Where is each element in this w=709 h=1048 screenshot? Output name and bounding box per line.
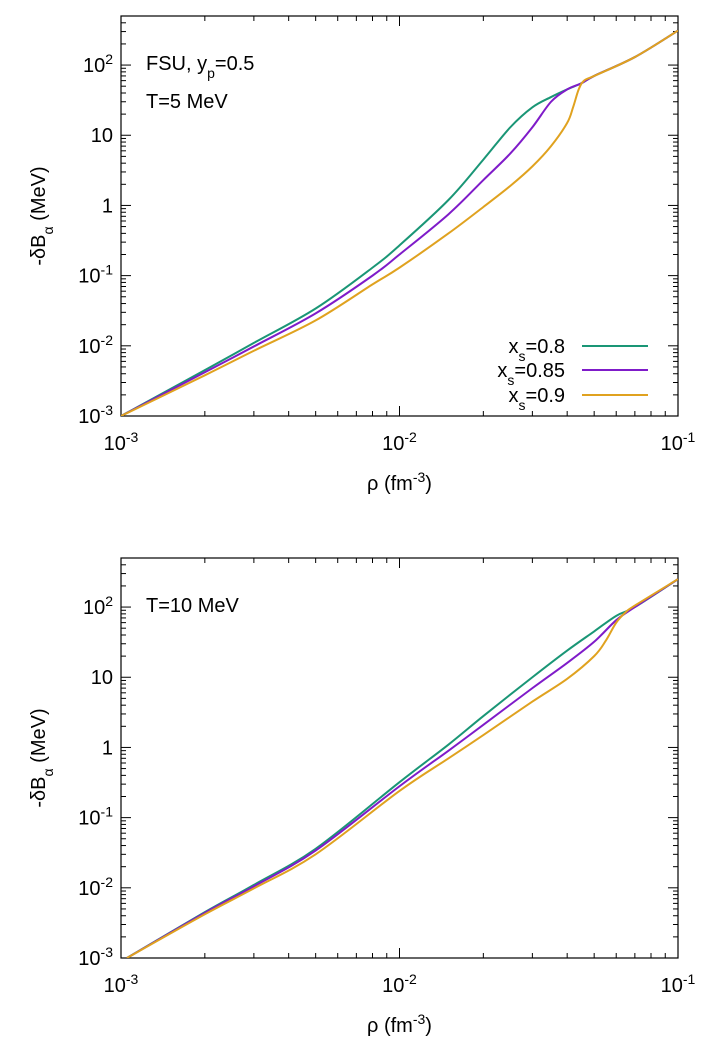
series-line-x_s=0.9 (121, 29, 678, 416)
panel-annotation: T=10 MeV (146, 595, 239, 617)
y-tick-label: 10-2 (78, 332, 113, 358)
x-tick-label: 10-2 (382, 971, 417, 997)
panel-annotation: T=5 MeV (146, 91, 228, 113)
x-tick-label: 10-3 (104, 429, 139, 455)
y-tick-label: 102 (83, 593, 113, 619)
y-tick-label: 102 (83, 51, 113, 77)
y-axis-label: -δBα (MeV) (28, 708, 56, 807)
series-group (121, 29, 678, 416)
y-tick-label: 1 (102, 737, 113, 759)
legend-label: xs=0.9 (509, 385, 565, 413)
series-group (126, 578, 678, 958)
y-axis-label: -δBα (MeV) (28, 166, 56, 265)
series-line-x_s=0.85 (121, 29, 678, 416)
y-tick-label: 10 (91, 667, 113, 689)
x-tick-label: 10-3 (104, 971, 139, 997)
plot-frame (120, 557, 679, 959)
x-tick-label: 10-2 (382, 429, 417, 455)
y-tick-label: 10-1 (78, 804, 113, 830)
x-axis-label: ρ (fm-3) (367, 1011, 432, 1037)
panel-annotation: FSU, yp=0.5 (146, 53, 254, 81)
series-line-x_s=0.8 (126, 578, 678, 958)
y-tick-label: 10-1 (78, 262, 113, 288)
y-tick-label: 10-2 (78, 874, 113, 900)
series-line-x_s=0.8 (121, 29, 678, 416)
x-axis-label: ρ (fm-3) (367, 469, 432, 495)
x-tick-label: 10-1 (661, 971, 696, 997)
chart-panel-2: 10-3 10-2 10-1 10-3 10-2 10-1 1 10 102 ρ (fm-3) -δ… (28, 557, 696, 1037)
y-tick-label: 10-3 (78, 944, 113, 970)
legend-label: xs=0.85 (497, 360, 565, 388)
y-tick-label: 1 (102, 195, 113, 217)
y-tick-label: 10-3 (78, 402, 113, 428)
series-line-x_s=0.9 (126, 578, 678, 958)
legend-label: xs=0.8 (509, 336, 565, 364)
y-tick-label: 10 (91, 125, 113, 147)
chart-panel-1: 10-3 10-2 10-1 10-3 10-2 10-1 1 10 102 ρ (fm-3) -δ… (28, 15, 696, 495)
series-line-x_s=0.85 (126, 578, 678, 958)
x-tick-label: 10-1 (661, 429, 696, 455)
